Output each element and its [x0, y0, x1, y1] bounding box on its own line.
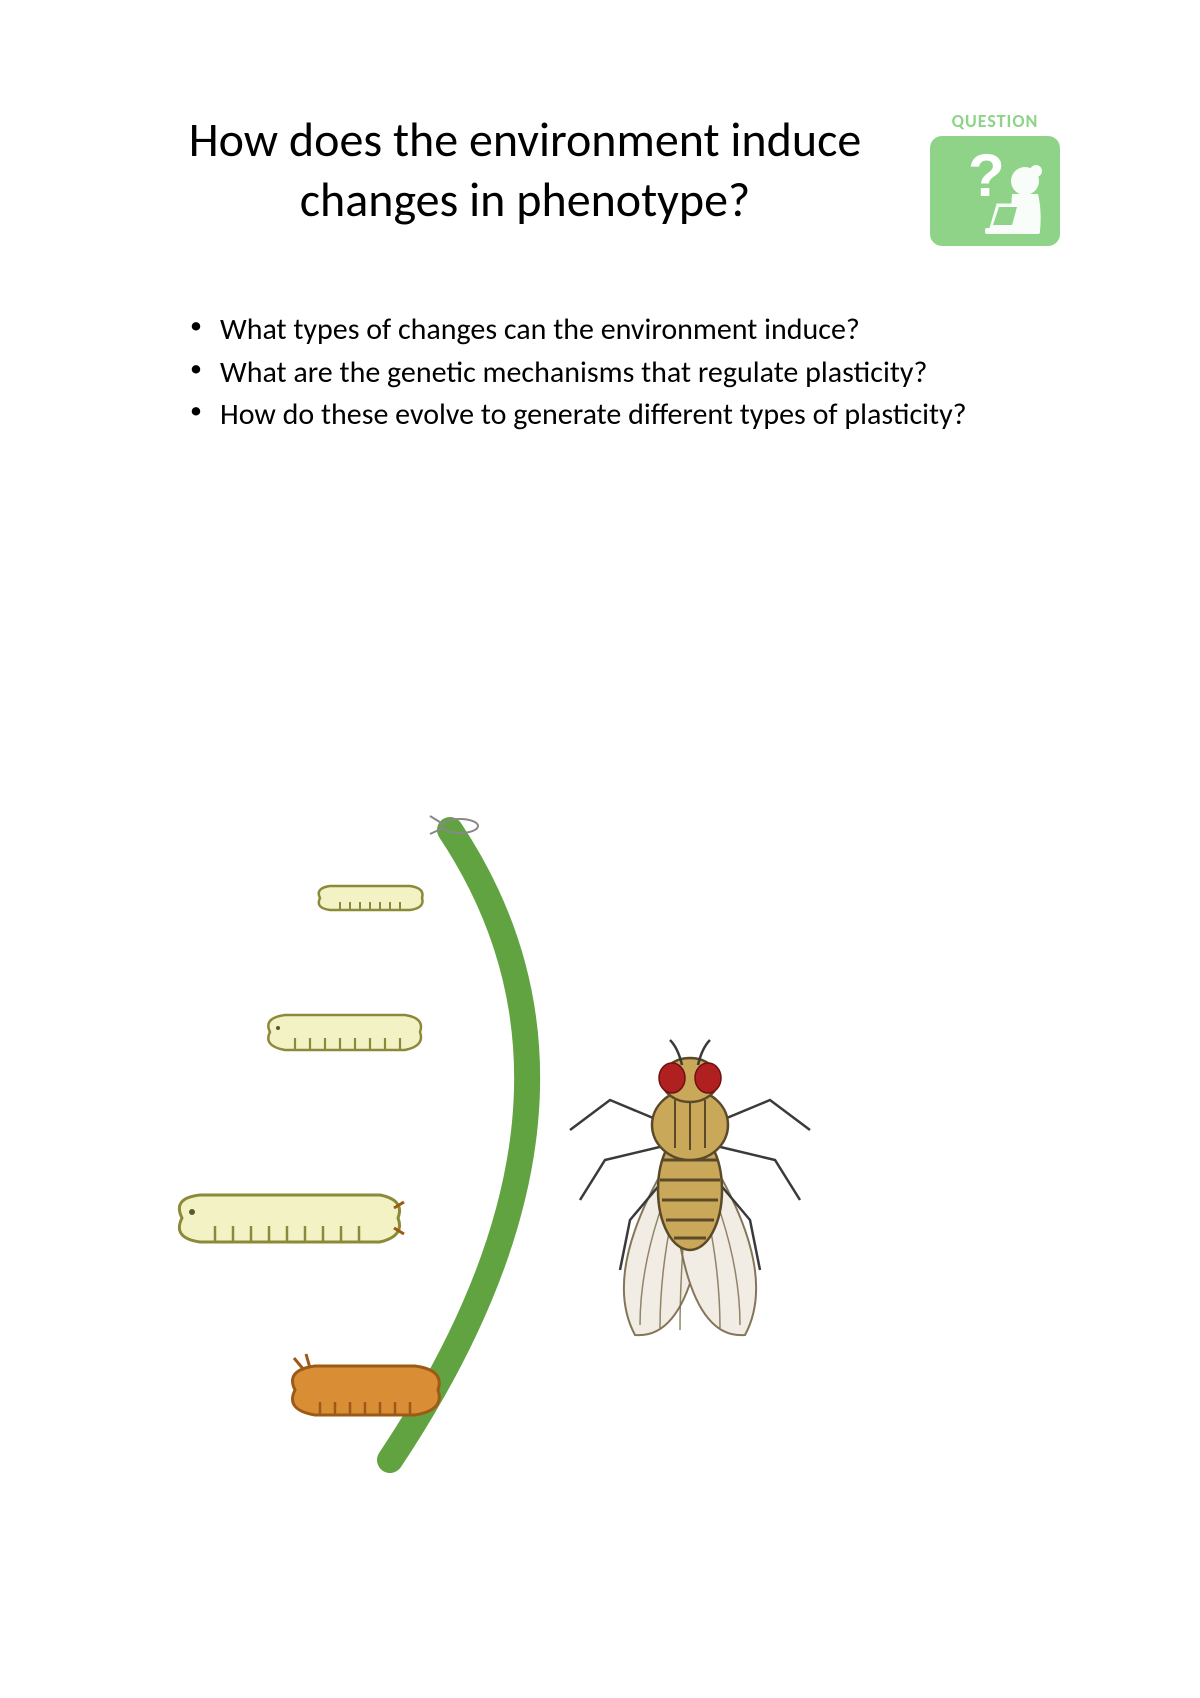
question-badge: QUESTION ?: [930, 110, 1060, 246]
bullet-item: What are the genetic mechanisms that reg…: [180, 353, 1040, 394]
bullet-item: How do these evolve to generate differen…: [180, 395, 1040, 436]
lifecycle-diagram: [150, 800, 950, 1500]
badge-label: QUESTION: [930, 110, 1060, 132]
badge-box: ?: [930, 136, 1060, 246]
bullet-list: What types of changes can the environmen…: [180, 310, 1040, 438]
bullet-item: What types of changes can the environmen…: [180, 310, 1040, 351]
svg-text:?: ?: [968, 142, 1005, 209]
page-title: How does the environment induce changes …: [140, 110, 910, 230]
